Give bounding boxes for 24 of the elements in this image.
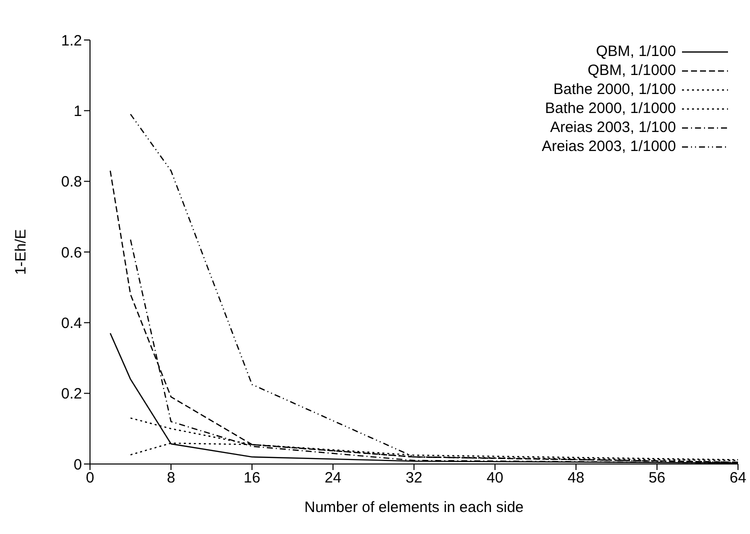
legend-label: Bathe 2000, 1/100	[553, 80, 676, 99]
x-tick-label: 16	[244, 470, 260, 487]
x-tick-label: 8	[166, 470, 176, 487]
x-tick-label: 48	[568, 470, 584, 487]
x-tick-label: 56	[648, 470, 666, 487]
legend-label: QBM, 1/100	[596, 42, 676, 61]
legend-label: Bathe 2000, 1/1000	[545, 99, 676, 118]
y-axis-title: 1-Eh/E	[12, 229, 30, 275]
y-tick-label: 0.4	[61, 314, 82, 332]
y-tick-label: 1.2	[61, 32, 82, 50]
legend-label: QBM, 1/1000	[588, 61, 676, 80]
y-tick-label: 0	[74, 456, 82, 474]
legend-label: Areias 2003, 1/100	[550, 118, 676, 137]
x-tick-label: 64	[730, 470, 746, 487]
x-tick-label: 40	[486, 470, 504, 487]
y-tick-label: 0.2	[61, 386, 82, 403]
x-tick-label: 0	[86, 470, 94, 487]
y-tick-label: 0.6	[61, 244, 82, 262]
legend-label: Areias 2003, 1/1000	[542, 137, 676, 156]
x-tick-label: 32	[406, 470, 422, 487]
x-axis-title: Number of elements in each side	[304, 499, 524, 516]
y-tick-label: 0.8	[61, 174, 82, 191]
y-tick-label: 1	[74, 102, 82, 120]
x-tick-label: 24	[324, 470, 342, 487]
